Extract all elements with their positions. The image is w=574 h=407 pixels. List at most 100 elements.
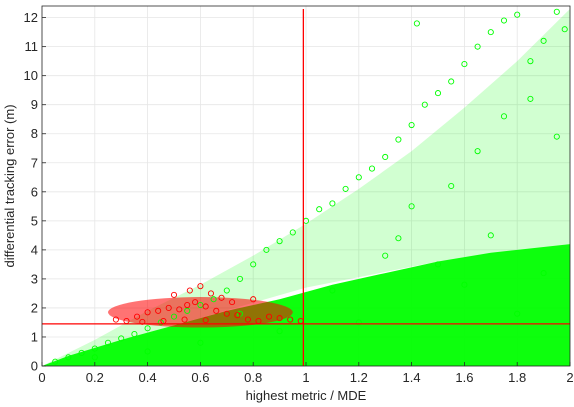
red-data-point (144, 309, 151, 316)
green-data-point (474, 43, 481, 50)
green-data-point (223, 287, 230, 294)
green-data-point (527, 95, 534, 102)
green-data-point (91, 345, 98, 352)
green-data-point (276, 328, 283, 335)
red-cluster-region (107, 297, 293, 328)
green-data-point (329, 287, 336, 294)
green-data-point (368, 165, 376, 172)
green-data-point (434, 90, 442, 97)
red-data-point (186, 287, 193, 294)
dense-green-region (42, 244, 570, 366)
green-data-point (408, 121, 415, 129)
green-data-point (553, 133, 560, 140)
reference-lines (42, 9, 570, 366)
green-data-point (540, 37, 547, 44)
x-tick-label: 0.4 (139, 370, 157, 385)
green-data-point (65, 354, 72, 361)
red-data-point (202, 317, 209, 324)
green-data-point (395, 235, 402, 242)
green-data-point (448, 78, 455, 85)
green-data-point (144, 348, 151, 355)
x-axis-ticks: 0 0.2 0.4 0.6 0.8 1 1.2 1.4 1.6 1.8 2 (38, 362, 574, 385)
x-tick-label: 1.6 (455, 370, 473, 385)
red-data-point (133, 313, 141, 320)
green-data-point (236, 275, 244, 282)
green-data-point (500, 113, 508, 120)
green-data-point (250, 261, 257, 268)
y-tick-label: 4 (31, 242, 38, 257)
x-tick-label: 1 (302, 370, 309, 385)
y-tick-label: 7 (31, 155, 38, 170)
red-data-point (213, 307, 220, 314)
green-data-point (382, 153, 389, 161)
green-data-point (52, 358, 59, 365)
green-data-point (276, 238, 283, 245)
y-tick-label: 2 (31, 300, 38, 315)
red-data-point (250, 296, 257, 303)
x-tick-label: 1.4 (403, 370, 421, 385)
green-data-point (514, 11, 521, 18)
y-tick-label: 6 (31, 184, 38, 199)
green-data-point (500, 17, 508, 24)
y-tick-label: 10 (24, 68, 38, 83)
green-data-point (131, 331, 138, 338)
red-data-point (276, 315, 283, 322)
green-data-point (487, 29, 494, 36)
x-tick-label: 2 (566, 370, 573, 385)
green-data-point (487, 232, 494, 239)
green-data-point (210, 296, 217, 303)
sparse-green-region (42, 8, 570, 366)
y-tick-label: 9 (31, 97, 38, 112)
green-data-point (395, 136, 402, 143)
x-tick-label: 0.6 (191, 370, 209, 385)
red-data-point (197, 283, 204, 290)
green-data-point (514, 310, 521, 317)
red-data-point (112, 316, 119, 323)
green-data-point (461, 61, 468, 68)
red-data-point (223, 310, 230, 317)
y-tick-label: 11 (25, 39, 39, 54)
x-axis-label: highest metric / MDE (246, 388, 367, 403)
green-data-point (184, 307, 191, 314)
green-data-point (289, 229, 296, 236)
green-data-point (91, 354, 98, 361)
green-data-point (263, 246, 270, 253)
y-tick-label: 12 (24, 10, 38, 25)
red-data-point (184, 301, 191, 309)
red-data-point (207, 290, 215, 297)
green-data-point (104, 339, 112, 346)
red-data-point (218, 294, 225, 301)
green-data-point (540, 270, 547, 277)
green-data-point (118, 335, 125, 342)
green-data-point (553, 8, 560, 15)
green-data-point (448, 182, 455, 190)
green-data-point (316, 206, 323, 213)
x-tick-label: 0.8 (244, 370, 262, 385)
green-data-point (342, 185, 349, 192)
y-tick-label: 1 (31, 329, 38, 344)
y-axis-label: differential tracking error (m) (2, 104, 17, 267)
green-data-point (329, 200, 336, 207)
green-data-point (561, 26, 568, 33)
red-data-point (181, 316, 188, 323)
green-data-point (527, 58, 534, 65)
green-data-point (408, 203, 415, 210)
green-data-point (78, 349, 85, 356)
scatter-points (52, 8, 568, 365)
x-tick-label: 1.8 (508, 370, 526, 385)
red-data-point (192, 299, 199, 306)
green-data-point (434, 261, 442, 268)
green-data-point (170, 313, 178, 320)
red-data-point (265, 313, 273, 320)
red-data-point (244, 316, 251, 323)
red-data-point (170, 291, 178, 298)
y-tick-label: 3 (31, 271, 38, 286)
green-data-point (355, 319, 362, 326)
red-data-point (176, 306, 183, 313)
green-data-point (421, 101, 428, 108)
x-tick-label: 1.2 (350, 370, 368, 385)
x-tick-label: 0 (38, 370, 45, 385)
green-data-point (355, 174, 362, 181)
